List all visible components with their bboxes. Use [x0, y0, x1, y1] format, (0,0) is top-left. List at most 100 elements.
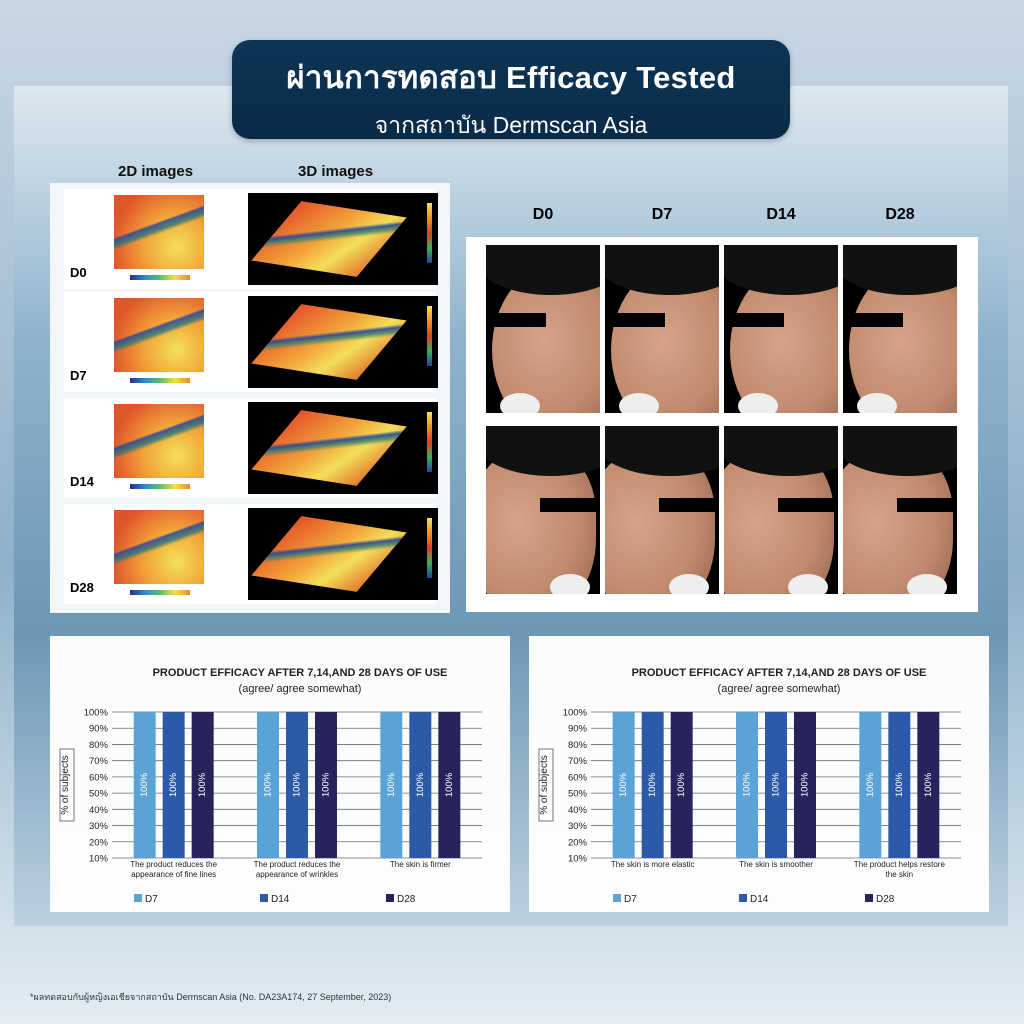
footnote: *ผลทดสอบกับผู้หญิงเอเชียจากสถาบัน Dermsc… — [30, 992, 392, 1002]
bar-d7 — [736, 712, 758, 858]
scan-2d-image — [114, 298, 204, 372]
category-label: The product reduces the — [130, 860, 217, 869]
y-tick-label: 40% — [568, 805, 588, 816]
chart-title: PRODUCT EFFICACY AFTER 7,14,AND 28 DAYS … — [632, 667, 927, 679]
bar-data-label: 100% — [865, 772, 876, 797]
legend-swatch-d28 — [865, 894, 873, 902]
scan-2d-image — [114, 195, 204, 269]
scan-day-label: D14 — [70, 474, 94, 489]
scan-day-label: D7 — [70, 368, 87, 383]
page-subtitle: จากสถาบัน Dermscan Asia — [374, 112, 648, 138]
category-label: The skin is firmer — [390, 860, 451, 869]
scan-2d-image — [114, 404, 204, 478]
bar-d28 — [191, 712, 214, 858]
bar-data-label: 100% — [263, 772, 274, 797]
scan-day-label: D0 — [70, 265, 87, 280]
y-tick-label: 20% — [568, 837, 588, 848]
y-tick-label: 70% — [568, 756, 588, 767]
col-head-3d: 3D images — [298, 163, 374, 180]
bar-d14 — [641, 712, 664, 858]
bar-data-label: 100% — [415, 772, 426, 797]
category-label: appearance of fine lines — [131, 870, 216, 879]
chart-box-1: PRODUCT EFFICACY AFTER 7,14,AND 28 DAYS … — [50, 636, 510, 912]
y-tick-label: 90% — [89, 724, 109, 735]
y-axis-label-box — [59, 748, 75, 822]
category-label: appearance of wrinkles — [256, 870, 338, 879]
category-label: the skin — [886, 870, 914, 879]
page-title: ผ่านการทดสอบ Efficacy Tested — [286, 60, 736, 95]
bar-data-label: 100% — [894, 772, 905, 797]
chart-1: PRODUCT EFFICACY AFTER 7,14,AND 28 DAYS … — [59, 667, 482, 905]
bar-data-label: 100% — [647, 772, 658, 797]
scan-row-d0: D0 — [64, 189, 438, 289]
chart-title: PRODUCT EFFICACY AFTER 7,14,AND 28 DAYS … — [153, 667, 448, 679]
face-photo — [843, 245, 957, 413]
bar-d14 — [162, 712, 185, 858]
bar-d28 — [438, 712, 461, 858]
bar-d7 — [859, 712, 882, 858]
scan-3d-image — [248, 508, 438, 600]
category-label: The skin is smoother — [739, 860, 813, 869]
y-tick-label: 100% — [563, 708, 588, 719]
y-tick-label: 60% — [568, 772, 588, 783]
face-photo — [486, 245, 600, 413]
legend-swatch-d14 — [739, 894, 747, 902]
title-banner: ผ่านการทดสอบ Efficacy Tested จากสถาบัน D… — [232, 40, 790, 139]
y-axis-label: % of subjects — [60, 755, 71, 814]
photo-day-d0: D0 — [532, 206, 554, 223]
y-tick-label: 60% — [89, 772, 109, 783]
y-tick-label: 70% — [89, 756, 109, 767]
scan-row-d14: D14 — [64, 398, 438, 498]
y-tick-label: 80% — [568, 740, 588, 751]
bar-data-label: 100% — [321, 772, 332, 797]
scan-row-d28: D28 — [64, 504, 438, 604]
col-head-2d: 2D images — [118, 163, 194, 180]
bar-data-label: 100% — [386, 772, 397, 797]
bar-data-label: 100% — [676, 772, 687, 797]
bar-data-label: 100% — [168, 772, 179, 797]
bar-data-label: 100% — [197, 772, 208, 797]
y-tick-label: 50% — [568, 789, 588, 800]
legend-label: D28 — [876, 894, 895, 905]
bar-data-label: 100% — [771, 772, 782, 797]
bar-data-label: 100% — [444, 772, 455, 797]
bar-data-label: 100% — [618, 772, 629, 797]
y-tick-label: 100% — [84, 708, 109, 719]
y-tick-label: 50% — [89, 789, 109, 800]
y-axis-label-box — [538, 748, 554, 822]
bar-d7 — [612, 712, 635, 858]
y-tick-label: 40% — [89, 805, 109, 816]
legend-swatch-d7 — [613, 894, 621, 902]
face-photo — [486, 426, 600, 594]
face-photo — [605, 426, 719, 594]
chart-subtitle: (agree/ agree somewhat) — [718, 683, 841, 695]
face-photo — [843, 426, 957, 594]
bar-d7 — [257, 712, 279, 858]
y-tick-label: 10% — [89, 854, 109, 865]
bar-data-label: 100% — [742, 772, 753, 797]
y-tick-label: 20% — [89, 837, 109, 848]
bar-d7 — [380, 712, 403, 858]
y-tick-label: 90% — [568, 724, 588, 735]
chart-subtitle: (agree/ agree somewhat) — [239, 683, 362, 695]
photo-day-d7: D7 — [651, 206, 673, 223]
y-axis-label: % of subjects — [539, 755, 550, 814]
legend-swatch-d28 — [386, 894, 394, 902]
y-tick-label: 30% — [568, 821, 588, 832]
bar-data-label: 100% — [923, 772, 934, 797]
bar-d14 — [286, 712, 308, 858]
scan-3d-image — [248, 193, 438, 285]
scan-day-label: D28 — [70, 580, 94, 595]
chart-box-2: PRODUCT EFFICACY AFTER 7,14,AND 28 DAYS … — [529, 636, 989, 912]
photo-day-d14: D14 — [766, 206, 796, 223]
scan-row-d7: D7 — [64, 292, 438, 392]
bar-d14 — [765, 712, 787, 858]
scan-2d-image — [114, 510, 204, 584]
bar-d28 — [670, 712, 693, 858]
scan-2d-colorbar — [130, 378, 190, 383]
bar-d14 — [409, 712, 432, 858]
bar-d28 — [794, 712, 816, 858]
scan-2d-colorbar — [130, 590, 190, 595]
chart-2: PRODUCT EFFICACY AFTER 7,14,AND 28 DAYS … — [538, 667, 961, 905]
bar-data-label: 100% — [139, 772, 150, 797]
